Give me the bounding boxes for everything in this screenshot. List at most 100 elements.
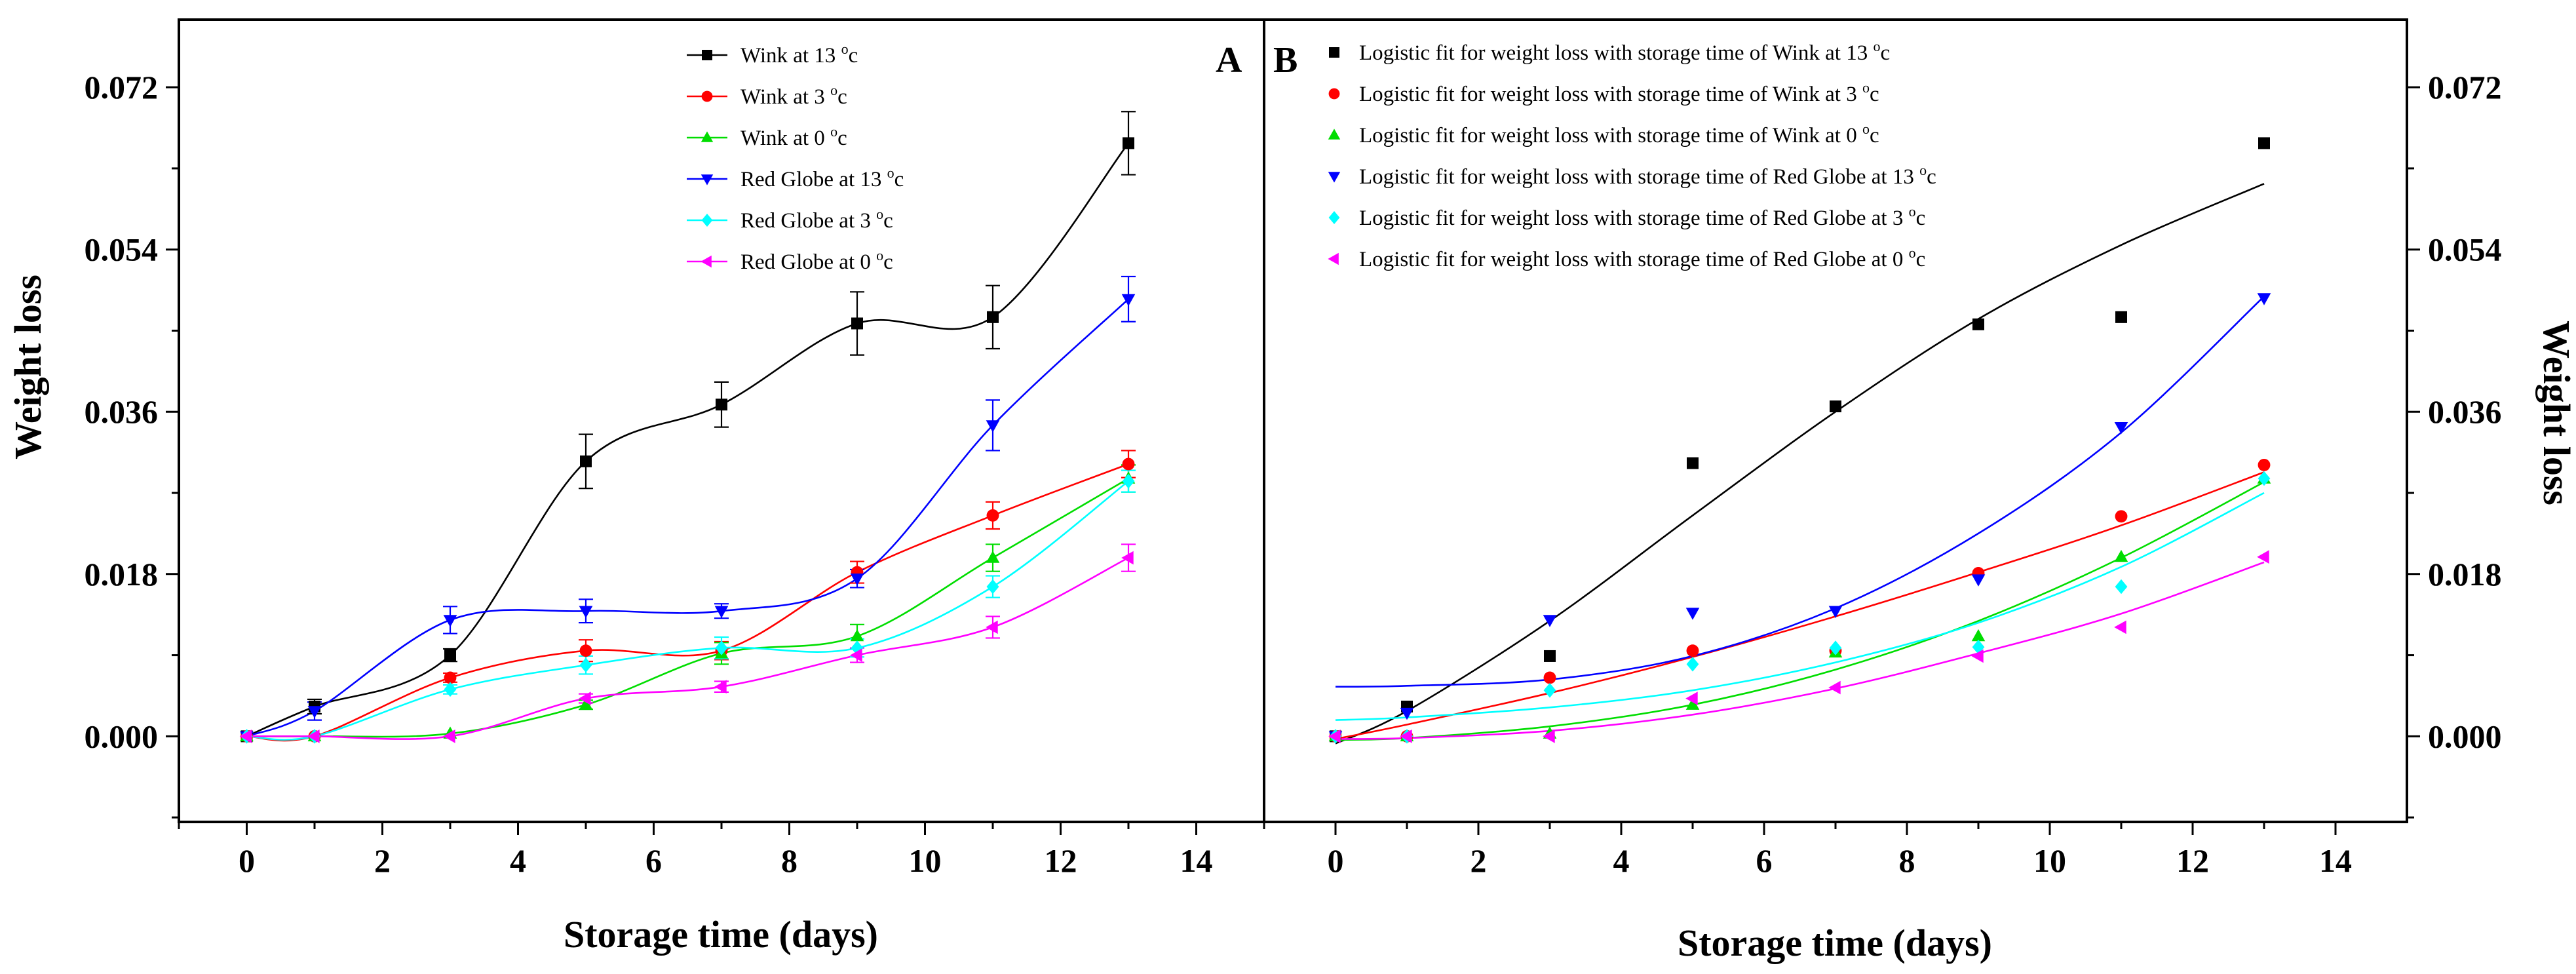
panel-a-x-axis-title: Storage time (days) [564,913,878,956]
b-legend-marker-1 [1328,88,1340,100]
a-x-tick-label: 0 [239,842,255,879]
b-legend-1-label-text: Logistic fit for weight loss with storag… [1359,83,1862,106]
a-data-point-s5 [443,730,455,743]
a-x-tick-label: 6 [645,842,662,879]
a-data-point-s5 [1121,551,1134,565]
b-legend-marker-5 [1328,252,1339,265]
a-data-point-s0 [851,317,863,330]
a-data-point-s4 [1122,473,1135,489]
panel-b-legend: Logistic fit for weight loss with storag… [1328,38,1936,271]
panel-a-letter: A [1216,40,1242,81]
b-x-tick-label: 4 [1613,842,1630,879]
a-data-point-s3 [443,615,457,627]
a-legend-4-label-unit-sup: o [876,206,883,222]
panel-b: 0 2 4 6 8 10 12 14 0.000 0.018 0.036 0.054 0.072 Log… [1263,18,2576,964]
b-data-point-s3 [1971,574,1986,587]
a-legend-1-label-unit-sup: o [830,82,837,98]
a-legend-marker-4 [701,214,713,227]
b-legend-marker-0 [1329,47,1339,58]
a-data-point-s0 [716,399,727,411]
a-data-point-s1 [1122,458,1135,471]
b-data-point-s2 [1971,629,1986,642]
a-legend-0-label-unit-sup: o [841,41,849,57]
panel-b-y-axis-title: Weight loss [2535,321,2576,505]
a-y-tick-label: 0.036 [85,393,159,430]
b-legend-0-label-unit-sup: o [1873,38,1880,54]
b-data-point-s1 [1543,671,1556,684]
a-data-point-s2 [850,629,864,642]
a-legend-5-label-unit-sup: o [876,247,883,263]
b-data-point-s3 [2114,422,2128,435]
a-data-point-s3 [850,574,864,586]
b-legend-5-label-unit: c [1916,248,1926,271]
b-legend-2-label: Logistic fit for weight loss with storag… [1359,121,1879,147]
a-data-point-s5 [986,620,998,634]
b-legend-1-label-unit-sup: o [1862,79,1870,96]
a-legend-3-label-text: Red Globe at 13 [740,168,887,191]
b-data-point-s4 [2258,471,2271,486]
a-data-point-s3 [714,606,729,618]
b-legend-2-label-unit-sup: o [1862,121,1870,137]
b-data-point-s5 [1328,730,1341,743]
a-data-point-s3 [1121,294,1136,307]
b-x-tick-label: 10 [2033,842,2066,879]
b-data-point-s1 [2115,510,2128,523]
panel-b-markers [1328,137,2271,744]
a-data-point-s3 [307,706,322,718]
b-data-point-s4 [1686,657,1699,672]
a-legend-marker-2 [701,131,714,142]
panel-a-y-axis-title: Weight loss [7,275,49,459]
a-data-point-s5 [850,648,862,662]
a-legend-5-label: Red Globe at 0 oc [740,247,893,274]
panel-a-axes: 0 2 4 6 8 10 12 14 0.000 0.018 0.036 0.054 0.072 [85,18,1265,879]
b-data-point-s5 [2257,550,2269,564]
b-data-point-s3 [1400,707,1414,720]
b-legend-4-label-unit-sup: o [1909,203,1916,220]
a-legend-4-label: Red Globe at 3 oc [740,206,893,233]
b-x-tick-label: 8 [1899,842,1915,879]
b-y-tick-label: 0.036 [2428,393,2502,430]
b-data-point-s3 [2257,293,2271,305]
b-data-point-s5 [1828,680,1841,695]
b-legend-3-label: Logistic fit for weight loss with storag… [1359,162,1936,189]
b-legend-marker-4 [1328,211,1340,224]
b-x-tick-label: 6 [1756,842,1773,879]
a-x-tick-label: 8 [781,842,798,879]
b-legend-5-label: Logistic fit for weight loss with storag… [1359,244,1925,271]
a-x-tick-label: 4 [510,842,526,879]
a-data-point-s3 [579,606,593,618]
b-legend-4-label-unit: c [1916,206,1926,230]
a-data-point-s1 [579,644,592,657]
b-legend-2-label-text: Logistic fit for weight loss with storag… [1359,124,1862,147]
a-legend-marker-3 [701,174,714,185]
a-legend-4-label-text: Red Globe at 3 [740,209,876,233]
a-legend-1-label-unit: c [837,85,847,109]
b-legend-0-label-unit: c [1880,41,1890,65]
a-legend-1-label: Wink at 3 oc [740,82,847,109]
b-data-point-s4 [1543,683,1556,698]
b-data-point-s2 [1685,697,1700,710]
a-data-point-s1 [444,671,457,684]
b-legend-0-label: Logistic fit for weight loss with storag… [1359,38,1890,65]
a-legend-3-label-unit: c [894,168,904,191]
b-legend-5-label-text: Logistic fit for weight loss with storag… [1359,248,1909,271]
a-legend-0-label-text: Wink at 13 [740,44,841,68]
panel-b-letter: B [1273,40,1298,81]
a-data-point-s5 [579,692,591,705]
panel-a-markers [239,137,1136,744]
a-legend-5-label-unit: c [883,250,893,274]
b-x-tick-label: 0 [1328,842,1344,879]
b-data-point-s3 [1543,615,1557,627]
a-legend-0-label: Wink at 13 oc [740,41,858,68]
a-legend-1-label-text: Wink at 3 [740,85,830,109]
b-x-tick-label: 2 [1471,842,1487,879]
b-legend-0-label-text: Logistic fit for weight loss with storag… [1359,41,1873,65]
a-data-point-s1 [986,509,999,522]
b-series-line-4 [1335,492,2265,721]
b-data-point-s5 [1543,730,1555,743]
b-series-line-5 [1335,561,2265,740]
a-data-point-s4 [579,657,592,672]
a-legend-0-label-unit: c [849,44,858,68]
